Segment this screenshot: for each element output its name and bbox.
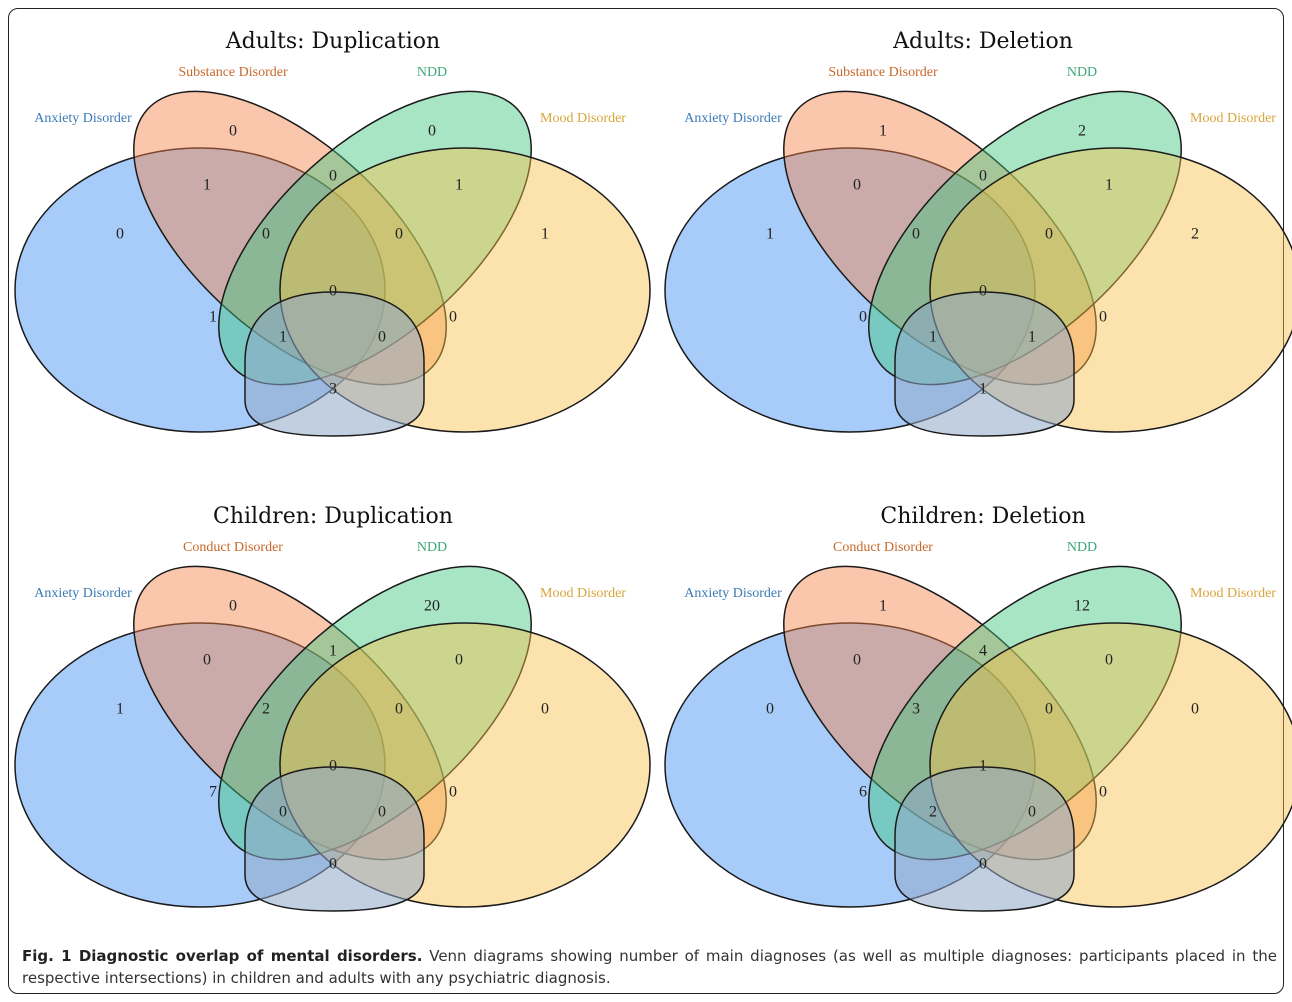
venn-diagram: Children: Duplication Anxiety Disorder Con… xyxy=(14,504,651,912)
region-count-acd: 2 xyxy=(929,804,937,821)
anxiety-mood-overlap-region xyxy=(244,766,425,912)
set-label-a: Anxiety Disorder xyxy=(684,111,782,126)
region-count-a: 1 xyxy=(116,701,124,718)
region-count-c: 12 xyxy=(1074,598,1090,615)
region-count-bcd: 0 xyxy=(1045,226,1053,243)
caption-lead: Fig. 1 Diagnostic overlap of mental diso… xyxy=(22,947,423,965)
region-count-ab: 0 xyxy=(853,177,861,194)
set-label-b: Conduct Disorder xyxy=(833,540,933,555)
venn-title: Children: Deletion xyxy=(880,504,1085,529)
figure-caption: Fig. 1 Diagnostic overlap of mental diso… xyxy=(22,945,1277,989)
region-count-ad: 3 xyxy=(329,381,337,398)
region-count-abc: 2 xyxy=(262,701,270,718)
set-label-d: Mood Disorder xyxy=(1190,586,1276,601)
region-count-cd: 0 xyxy=(1105,652,1113,669)
region-count-abc: 3 xyxy=(912,701,920,718)
region-count-d: 0 xyxy=(541,701,549,718)
region-count-acd: 0 xyxy=(279,804,287,821)
set-label-a: Anxiety Disorder xyxy=(34,111,132,126)
region-count-a: 0 xyxy=(766,701,774,718)
region-count-cd: 1 xyxy=(455,177,463,194)
set-label-b: Substance Disorder xyxy=(828,65,938,80)
venn-diagram: Adults: Duplication Anxiety Disorder Subst… xyxy=(14,29,651,437)
region-count-abcd: 0 xyxy=(329,283,337,300)
region-count-ac: 1 xyxy=(209,309,217,326)
venn-diagram: Children: Deletion Anxiety Disorder Conduc… xyxy=(664,504,1292,912)
region-count-d: 1 xyxy=(541,226,549,243)
region-count-c: 20 xyxy=(424,598,440,615)
region-count-abc: 0 xyxy=(262,226,270,243)
region-count-b: 0 xyxy=(229,598,237,615)
set-label-c: NDD xyxy=(417,540,447,555)
region-count-cd: 1 xyxy=(1105,177,1113,194)
region-count-abc: 0 xyxy=(912,226,920,243)
venn-title: Children: Duplication xyxy=(213,504,453,529)
region-count-abcd: 1 xyxy=(979,758,987,775)
set-label-c: NDD xyxy=(1067,540,1097,555)
region-count-abd: 1 xyxy=(1028,329,1036,346)
region-count-a: 1 xyxy=(766,226,774,243)
region-count-d: 2 xyxy=(1191,226,1199,243)
region-count-bc: 0 xyxy=(329,168,337,185)
region-count-bd: 0 xyxy=(449,309,457,326)
region-count-b: 1 xyxy=(879,598,887,615)
region-count-bd: 0 xyxy=(449,784,457,801)
region-count-bd: 0 xyxy=(1099,309,1107,326)
venn-diagram: Adults: Deletion Anxiety Disorder Substanc… xyxy=(664,29,1292,437)
region-count-cd: 0 xyxy=(455,652,463,669)
region-count-ac: 6 xyxy=(859,784,867,801)
set-label-d: Mood Disorder xyxy=(1190,111,1276,126)
venn-title: Adults: Duplication xyxy=(225,29,440,54)
region-count-bc: 4 xyxy=(979,643,987,660)
region-count-a: 0 xyxy=(116,226,124,243)
region-count-bcd: 0 xyxy=(395,226,403,243)
set-label-d: Mood Disorder xyxy=(540,111,626,126)
region-count-abcd: 0 xyxy=(329,758,337,775)
set-label-b: Conduct Disorder xyxy=(183,540,283,555)
caption-text: Venn diagrams showing number of main dia… xyxy=(22,947,1277,987)
region-count-ac: 7 xyxy=(209,784,217,801)
region-count-bc: 1 xyxy=(329,643,337,660)
region-count-ad: 0 xyxy=(329,856,337,873)
region-count-d: 0 xyxy=(1191,701,1199,718)
region-count-b: 0 xyxy=(229,123,237,140)
region-count-abd: 0 xyxy=(1028,804,1036,821)
region-count-ab: 0 xyxy=(853,652,861,669)
region-count-abd: 0 xyxy=(378,329,386,346)
region-count-c: 0 xyxy=(428,123,436,140)
set-label-c: NDD xyxy=(417,65,447,80)
region-count-bcd: 0 xyxy=(395,701,403,718)
region-count-ac: 0 xyxy=(859,309,867,326)
set-label-c: NDD xyxy=(1067,65,1097,80)
region-count-acd: 1 xyxy=(929,329,937,346)
region-count-bd: 0 xyxy=(1099,784,1107,801)
region-count-ab: 1 xyxy=(203,177,211,194)
venn-title: Adults: Deletion xyxy=(892,29,1073,54)
region-count-bc: 0 xyxy=(979,168,987,185)
region-count-bcd: 0 xyxy=(1045,701,1053,718)
region-count-abd: 0 xyxy=(378,804,386,821)
region-count-abcd: 0 xyxy=(979,283,987,300)
region-count-acd: 1 xyxy=(279,329,287,346)
set-label-a: Anxiety Disorder xyxy=(34,586,132,601)
region-count-ad: 0 xyxy=(979,856,987,873)
set-label-d: Mood Disorder xyxy=(540,586,626,601)
region-count-c: 2 xyxy=(1078,123,1086,140)
set-label-b: Substance Disorder xyxy=(178,65,288,80)
region-count-b: 1 xyxy=(879,123,887,140)
region-count-ab: 0 xyxy=(203,652,211,669)
region-count-ad: 1 xyxy=(979,381,987,398)
anxiety-mood-overlap-region xyxy=(244,291,425,437)
set-label-a: Anxiety Disorder xyxy=(684,586,782,601)
anxiety-mood-overlap-region xyxy=(894,291,1075,437)
anxiety-mood-overlap-region xyxy=(894,766,1075,912)
